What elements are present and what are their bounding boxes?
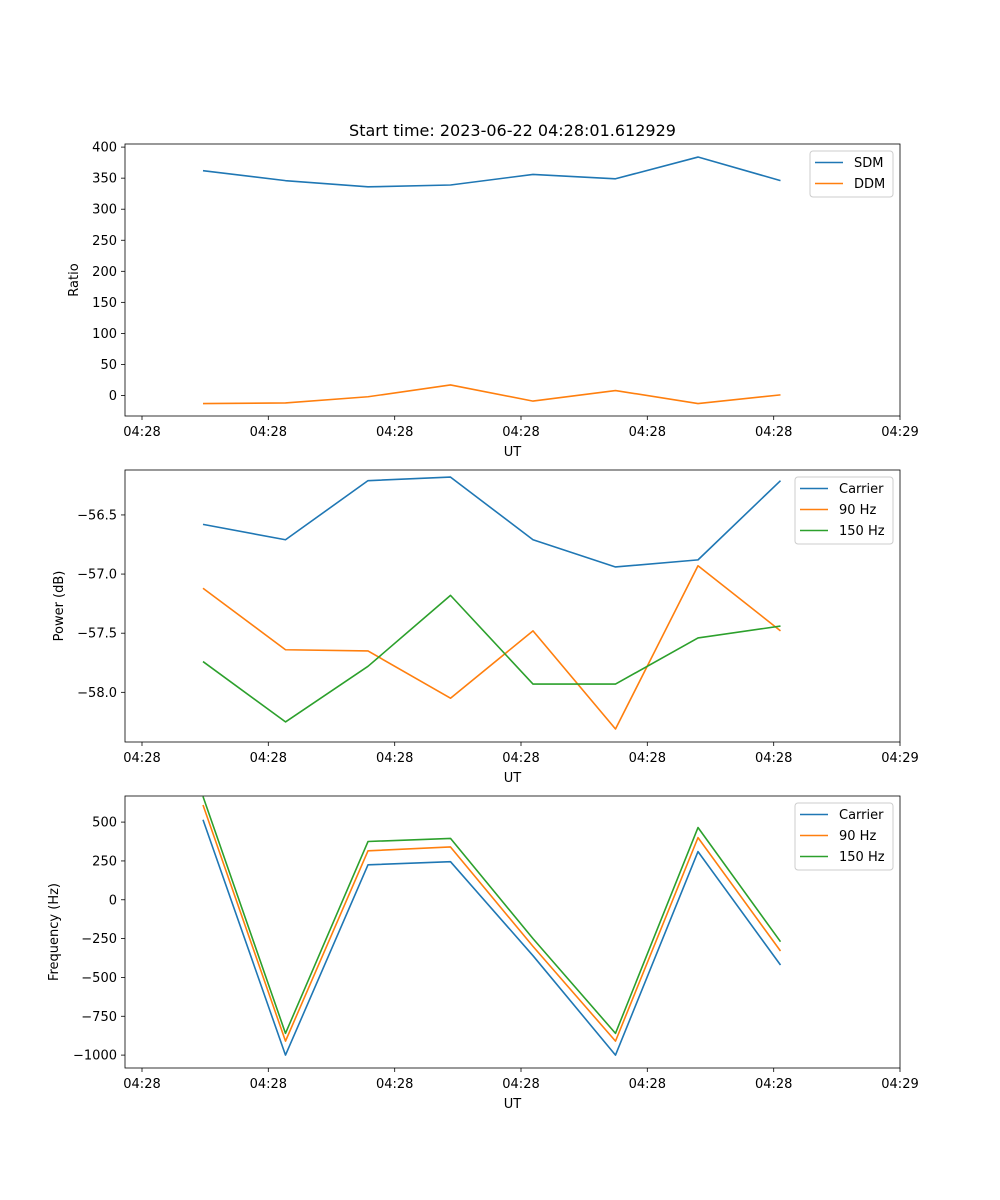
y-tick-label: 300 (92, 203, 117, 218)
x-tick-label: 04:28 (376, 751, 413, 766)
x-tick-label: 04:29 (881, 751, 918, 766)
x-tick-label: 04:28 (250, 425, 287, 440)
series-line-90-hz (202, 804, 782, 1042)
y-tick-label: −750 (81, 1010, 117, 1025)
x-axis-label: UT (504, 771, 522, 786)
y-tick-label: 0 (109, 389, 117, 404)
panel-1: 04:28 04:28 04:28 04:28 04:28 04:28 04:29 0 50 10… (67, 141, 919, 460)
y-tick-label: 150 (92, 296, 117, 311)
y-tick-label: 200 (92, 265, 117, 280)
y-tick-label: −1000 (73, 1049, 117, 1064)
y-tick-label: 0 (109, 893, 117, 908)
x-tick-label: 04:28 (502, 1077, 539, 1092)
panel-3: 04:28 04:28 04:28 04:28 04:28 04:28 04:29 −1000… (47, 795, 919, 1112)
x-tick-label: 04:28 (629, 751, 666, 766)
x-tick-label: 04:28 (123, 425, 160, 440)
x-tick-label: 04:29 (881, 425, 918, 440)
legend: SDM DDM (809, 150, 894, 198)
y-axis-label: Frequency (Hz) (47, 883, 62, 981)
x-tick-label: 04:28 (250, 751, 287, 766)
legend-box (794, 476, 894, 545)
y-axis-label: Ratio (67, 263, 82, 296)
x-tick-label: 04:29 (881, 1077, 918, 1092)
legend-label: DDM (854, 177, 885, 192)
y-tick-label: 50 (100, 358, 117, 373)
series-line-carrier (202, 819, 782, 1056)
legend-label: 90 Hz (839, 503, 876, 518)
y-tick-label: −58.0 (77, 686, 117, 701)
x-tick-label: 04:28 (755, 425, 792, 440)
y-tick-label: 250 (92, 234, 117, 249)
series-line-150-hz (202, 594, 781, 723)
x-tick-label: 04:28 (376, 425, 413, 440)
series-line-ddm (202, 384, 781, 405)
x-axis-label: UT (504, 1097, 522, 1112)
series-line-90-hz (202, 564, 781, 730)
x-tick-label: 04:28 (502, 425, 539, 440)
y-tick-label: −57.5 (77, 627, 117, 642)
figure-title: Start time: 2023-06-22 04:28:01.612929 (349, 121, 676, 140)
series-line-sdm (202, 156, 781, 188)
y-tick-label: 500 (92, 816, 117, 831)
x-tick-label: 04:28 (376, 1077, 413, 1092)
series-group (202, 156, 781, 405)
y-tick-label: −250 (81, 932, 117, 947)
panel-2: 04:28 04:28 04:28 04:28 04:28 04:28 04:29 −58.0… (52, 469, 919, 786)
x-tick-label: 04:28 (123, 1077, 160, 1092)
y-tick-label: 100 (92, 327, 117, 342)
series-line-carrier (202, 476, 782, 568)
legend: Carrier 90 Hz 150 Hz (794, 802, 894, 871)
y-tick-label: −500 (81, 971, 117, 986)
legend-label: 90 Hz (839, 829, 876, 844)
y-axis-label: Power (dB) (52, 571, 67, 642)
legend-label: Carrier (839, 808, 884, 823)
x-tick-label: 04:28 (755, 751, 792, 766)
y-tick-label: 400 (92, 141, 117, 156)
x-tick-label: 04:28 (629, 1077, 666, 1092)
plot-frame (124, 143, 901, 417)
panels: 04:28 04:28 04:28 04:28 04:28 04:28 04:29 0 50 10… (47, 141, 919, 1112)
x-tick-label: 04:28 (250, 1077, 287, 1092)
legend-label: 150 Hz (839, 850, 885, 865)
y-tick-label: −56.5 (77, 508, 117, 523)
series-group (202, 476, 782, 730)
plot-frame (124, 795, 901, 1069)
y-tick-label: 250 (92, 854, 117, 869)
plot-frame (124, 469, 901, 743)
legend-box (794, 802, 894, 871)
legend: Carrier 90 Hz 150 Hz (794, 476, 894, 545)
x-tick-label: 04:28 (755, 1077, 792, 1092)
x-axis-label: UT (504, 445, 522, 460)
legend-label: SDM (854, 156, 883, 171)
y-tick-label: 350 (92, 172, 117, 187)
y-tick-label: −57.0 (77, 568, 117, 583)
legend-label: Carrier (839, 482, 884, 497)
legend-label: 150 Hz (839, 524, 885, 539)
x-tick-label: 04:28 (123, 751, 160, 766)
x-tick-label: 04:28 (629, 425, 666, 440)
x-tick-label: 04:28 (502, 751, 539, 766)
series-line-150-hz (202, 796, 782, 1035)
series-group (202, 796, 782, 1056)
